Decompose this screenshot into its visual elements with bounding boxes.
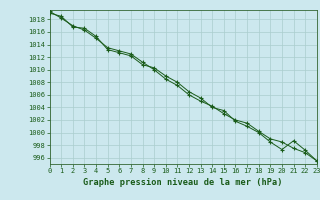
X-axis label: Graphe pression niveau de la mer (hPa): Graphe pression niveau de la mer (hPa): [84, 178, 283, 187]
